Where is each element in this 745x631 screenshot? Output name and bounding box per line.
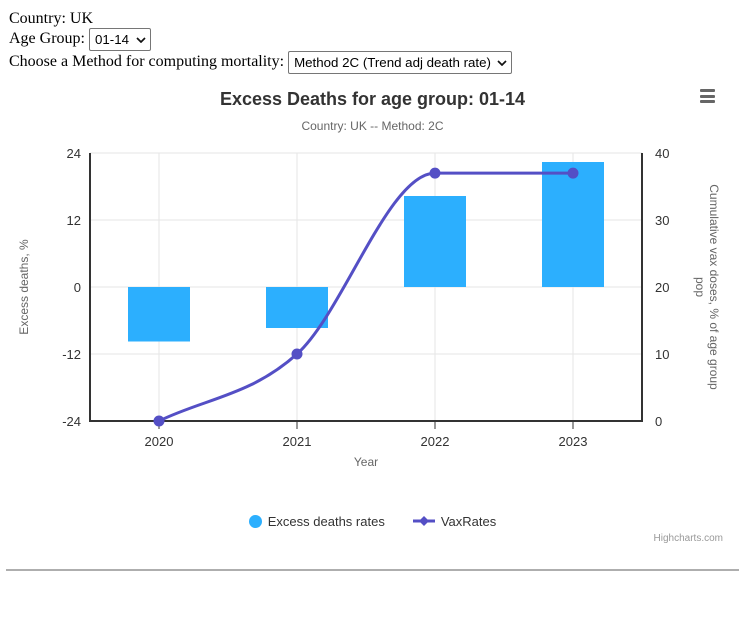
bar-2020 [128,287,190,342]
svg-text:0: 0 [655,414,662,429]
x-axis-ticks [158,422,574,429]
bar-series [128,161,604,342]
method-select-wrap: Method 2C (Trend adj death rate) [288,51,513,74]
bar-2023 [542,161,604,287]
highcharts-credits-link[interactable]: Highcharts.com [653,533,723,544]
svg-text:0: 0 [74,280,81,295]
method-select[interactable]: Method 2C (Trend adj death rate) [288,51,513,74]
bottom-divider [6,569,739,571]
vaxrates-point-2022 [429,167,441,179]
axis-lines [89,153,643,422]
vaxrates-line-series [153,167,579,427]
age-group-select[interactable]: 01-14 [88,28,151,51]
svg-text:30: 30 [655,213,669,228]
svg-text:2020: 2020 [145,434,174,449]
y-axis-right-title: Cumulative vax doses, % of age grouppop [693,184,721,390]
hamburger-menu-icon[interactable] [700,89,716,103]
legend-label: VaxRates [440,513,497,529]
svg-text:2022: 2022 [421,434,450,449]
vaxrates-point-2020 [153,415,165,427]
highcharts-container: 24 12 0 -12 -24 40 30 20 10 0 2020 2021 2022 2023 Year… [0,81,745,551]
legend-label: Excess deaths rates [267,513,385,529]
legend-item-vaxrates[interactable]: VaxRates [412,513,497,529]
svg-text:12: 12 [67,213,81,228]
method-label: Choose a Method for computing mortality: [9,53,285,71]
svg-text:10: 10 [655,347,669,362]
chart-subtitle: Country: UK -- Method: 2C [301,119,444,133]
svg-text:2023: 2023 [559,434,588,449]
vaxrates-point-2023 [567,167,579,179]
country-text: Country: UK [9,10,93,27]
axis-titles: Year Excess deaths, % Cumulative vax doses… [17,184,721,469]
legend-item-excess-deaths[interactable]: Excess deaths rates [248,513,385,529]
y-axis-left-title: Excess deaths, % [17,239,31,335]
bar-2021 [266,287,328,328]
svg-text:20: 20 [655,280,669,295]
svg-text:40: 40 [655,146,669,161]
axis-tick-labels: 24 12 0 -12 -24 40 30 20 10 0 2020 2021 2022 2023 [62,146,669,449]
svg-text:-24: -24 [62,414,81,429]
chart-title: Excess Deaths for age group: 01-14 [219,89,526,109]
x-axis-title: Year [354,455,378,469]
controls-panel: Country: UK Age Group: 01-14 Choose a Met… [0,0,745,74]
vaxrates-point-2021 [291,348,303,360]
chart-legend: Excess deaths rates VaxRates [0,511,745,531]
legend-line-marker-icon [412,516,435,526]
svg-text:24: 24 [67,146,81,161]
legend-circle-marker-icon [248,514,262,528]
svg-text:-12: -12 [62,347,81,362]
age-group-label: Age Group: [9,30,85,48]
bar-2022 [404,195,466,287]
svg-text:2021: 2021 [283,434,312,449]
age-group-select-wrap: 01-14 [88,28,151,51]
